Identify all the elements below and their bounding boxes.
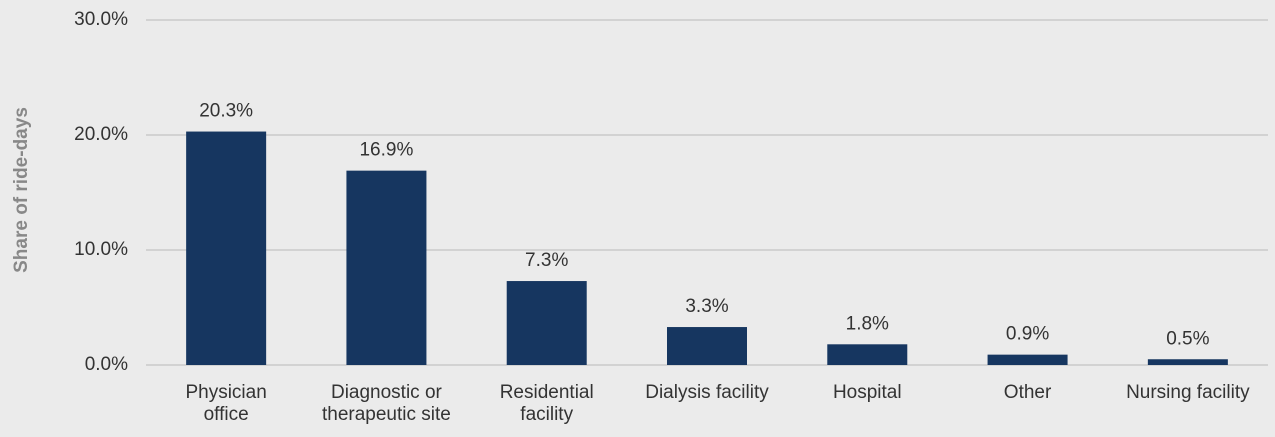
- value-label: 16.9%: [359, 140, 413, 161]
- y-axis-title: Share of ride-days: [11, 107, 32, 273]
- value-label: 0.9%: [1006, 324, 1049, 345]
- x-tick-label: Hospital: [832, 382, 902, 403]
- x-tick-label: Physician office: [185, 382, 267, 425]
- y-tick-label: 10.0%: [74, 239, 128, 260]
- value-label: 3.3%: [685, 296, 728, 317]
- bar: [1147, 359, 1228, 365]
- bar: [987, 354, 1068, 365]
- value-label: 1.8%: [846, 313, 889, 334]
- value-label: 7.3%: [525, 250, 568, 271]
- bar: [827, 344, 908, 365]
- value-label: 0.5%: [1166, 328, 1209, 349]
- value-label: 20.3%: [199, 101, 253, 122]
- y-tick-label: 20.0%: [74, 124, 128, 145]
- x-tick-label: Other: [1003, 382, 1052, 403]
- x-tick-label: Diagnostic or therapeutic site: [321, 382, 451, 425]
- x-tick-label: Nursing facility: [1126, 382, 1250, 403]
- bar: [346, 170, 427, 365]
- x-tick-label: Residential facility: [499, 382, 594, 425]
- bar: [186, 131, 267, 365]
- x-tick-label: Dialysis facility: [645, 382, 769, 403]
- y-tick-label: 0.0%: [85, 354, 128, 375]
- bar: [667, 327, 747, 365]
- bar: [506, 281, 587, 365]
- y-tick-label: 30.0%: [74, 9, 128, 30]
